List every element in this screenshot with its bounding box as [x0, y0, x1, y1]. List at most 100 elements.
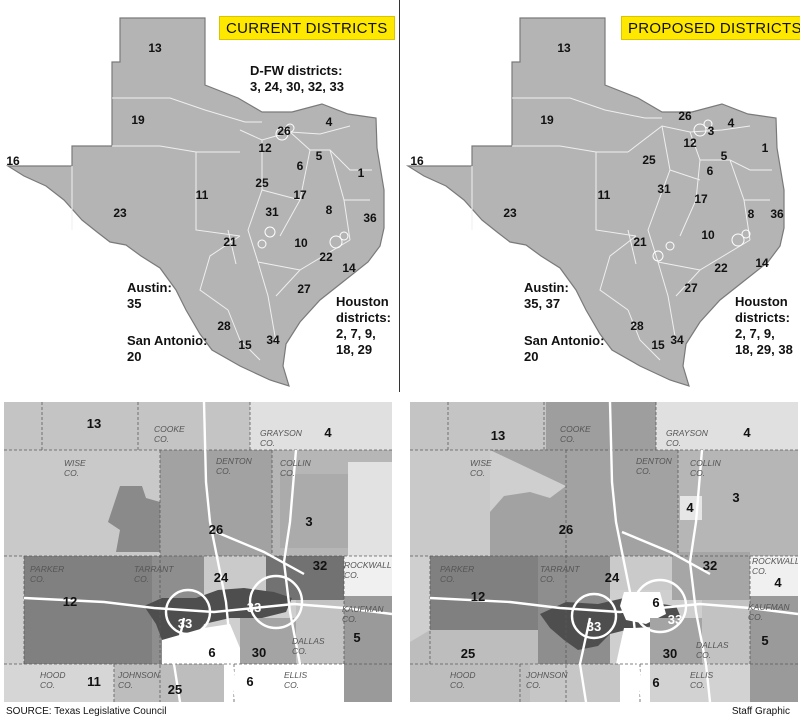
district-25: 25 — [461, 646, 475, 661]
austin-list: 35 — [127, 296, 141, 311]
district-16: 16 — [410, 154, 424, 168]
metro-clusters — [652, 119, 751, 262]
san-antonio-list: 20 — [127, 349, 141, 364]
district-21: 21 — [633, 235, 647, 249]
district-32: 32 — [313, 558, 327, 573]
district-numbers: 13 4 3 4 26 24 32 12 4 6 33 33 25 30 5 6 — [461, 425, 783, 690]
district-31: 31 — [657, 182, 671, 196]
proposed-districts-tag: PROPOSED DISTRICTS — [621, 16, 800, 40]
district-33: 33 — [247, 600, 261, 615]
district-3-core — [280, 474, 348, 548]
district-22: 22 — [714, 261, 728, 275]
johnson-co-label: CO. — [118, 680, 133, 690]
tarrant-co-label: CO. — [134, 574, 149, 584]
wise-county-label: WISE — [64, 458, 86, 468]
district-26: 26 — [209, 522, 223, 537]
district-26: 26 — [559, 522, 573, 537]
wise-county-label: WISE — [470, 458, 492, 468]
san-antonio-label: San Antonio: — [127, 333, 207, 348]
district-6-south: 6 — [652, 675, 659, 690]
source-credit: SOURCE: Texas Legislative Council — [6, 706, 167, 717]
district-6: 6 — [652, 595, 659, 610]
district-13: 13 — [491, 428, 505, 443]
kaufman-county-label: KAUFMAN — [342, 604, 384, 614]
dallas-county-label: DALLAS — [292, 636, 325, 646]
district-4: 4 — [743, 425, 751, 440]
houston-label-2: districts: — [735, 310, 790, 325]
district-ellis-area — [224, 664, 344, 702]
district-28: 28 — [630, 319, 644, 333]
houston-label-1: Houston — [336, 294, 389, 309]
district-1: 1 — [762, 141, 769, 155]
district-24: 24 — [214, 570, 229, 585]
collin-county-label: COLLIN — [280, 458, 312, 468]
district-19: 19 — [540, 113, 554, 127]
district-4: 4 — [728, 116, 735, 130]
district-31: 31 — [265, 205, 279, 219]
johnson-county-label: JOHNSON — [117, 670, 160, 680]
district-10: 10 — [701, 228, 715, 242]
district-11: 11 — [196, 188, 209, 202]
current-dfw-map: COOKE CO. GRAYSON CO. WISE CO. DENTON CO… — [4, 402, 392, 702]
grayson-co-label: CO. — [260, 438, 275, 448]
houston-list-2: 18, 29, 38 — [735, 342, 793, 357]
panel-divider — [399, 0, 400, 392]
district-numbers: 13 4 26 3 24 32 12 33 33 6 30 5 11 25 6 — [63, 416, 361, 697]
district-27: 27 — [297, 282, 311, 296]
district-14: 14 — [342, 261, 356, 275]
district-28: 28 — [217, 319, 231, 333]
kaufman-county-label: KAUFMAN — [748, 602, 790, 612]
district-4-east-area — [348, 462, 392, 556]
district-shapes — [410, 402, 798, 702]
houston-label-1: Houston — [735, 294, 788, 309]
district-3: 3 — [708, 124, 715, 138]
county-labels: COOKE CO. GRAYSON CO. WISE CO. DENTON CO… — [440, 424, 798, 690]
denton-county-label: DENTON — [216, 456, 253, 466]
current-districts-tag: CURRENT DISTRICTS — [219, 16, 395, 40]
cooke-county-label: COOKE — [560, 424, 591, 434]
tarrant-county-label: TARRANT — [134, 564, 174, 574]
ellis-co-label: CO. — [284, 680, 299, 690]
san-antonio-label: San Antonio: — [524, 333, 604, 348]
district-13: 13 — [557, 41, 571, 55]
district-4: 4 — [326, 115, 333, 129]
district-ellis-area — [650, 664, 750, 702]
district-boundaries — [71, 97, 372, 361]
district-4-area — [656, 402, 798, 450]
hood-county-label: HOOD — [450, 670, 476, 680]
proposed-state-map: 13 19 16 23 11 21 26 3 4 12 25 6 5 1 31 … — [405, 17, 793, 387]
grayson-county-label: GRAYSON — [260, 428, 303, 438]
district-cooke-dark — [546, 402, 656, 450]
kaufman-co-label: CO. — [748, 612, 763, 622]
district-15: 15 — [238, 338, 252, 352]
district-25-area — [410, 630, 550, 702]
district-3: 3 — [732, 490, 739, 505]
district-hood-area — [4, 664, 114, 702]
district-26: 26 — [678, 109, 692, 123]
houston-list-1: 2, 7, 9, — [336, 326, 376, 341]
cooke-county-label: COOKE — [154, 424, 185, 434]
district-26: 26 — [277, 124, 291, 138]
district-25: 25 — [168, 682, 182, 697]
wise-co-label: CO. — [64, 468, 79, 478]
current-state-map: 13 19 16 23 11 21 12 26 4 6 5 1 25 17 31… — [5, 17, 391, 387]
dallas-co-label: CO. — [292, 646, 307, 656]
district-32-area — [266, 556, 344, 600]
district-11: 11 — [598, 188, 611, 202]
district-12: 12 — [258, 141, 272, 155]
district-10: 10 — [294, 236, 308, 250]
district-16: 16 — [6, 154, 20, 168]
district-17: 17 — [293, 188, 307, 202]
district-25-area — [114, 664, 224, 702]
district-33-west: 33 — [587, 619, 601, 634]
district-1: 1 — [358, 166, 365, 180]
district-4-rockwall-area — [750, 556, 798, 596]
austin-label: Austin: — [524, 280, 569, 295]
county-lines — [410, 402, 798, 702]
district-rockwall-area — [344, 556, 392, 596]
parker-co-label: CO. — [440, 574, 455, 584]
district-23: 23 — [113, 206, 127, 220]
parker-county-label: PARKER — [440, 564, 474, 574]
kaufman-co-label: CO. — [342, 614, 357, 624]
district-22: 22 — [319, 250, 333, 264]
